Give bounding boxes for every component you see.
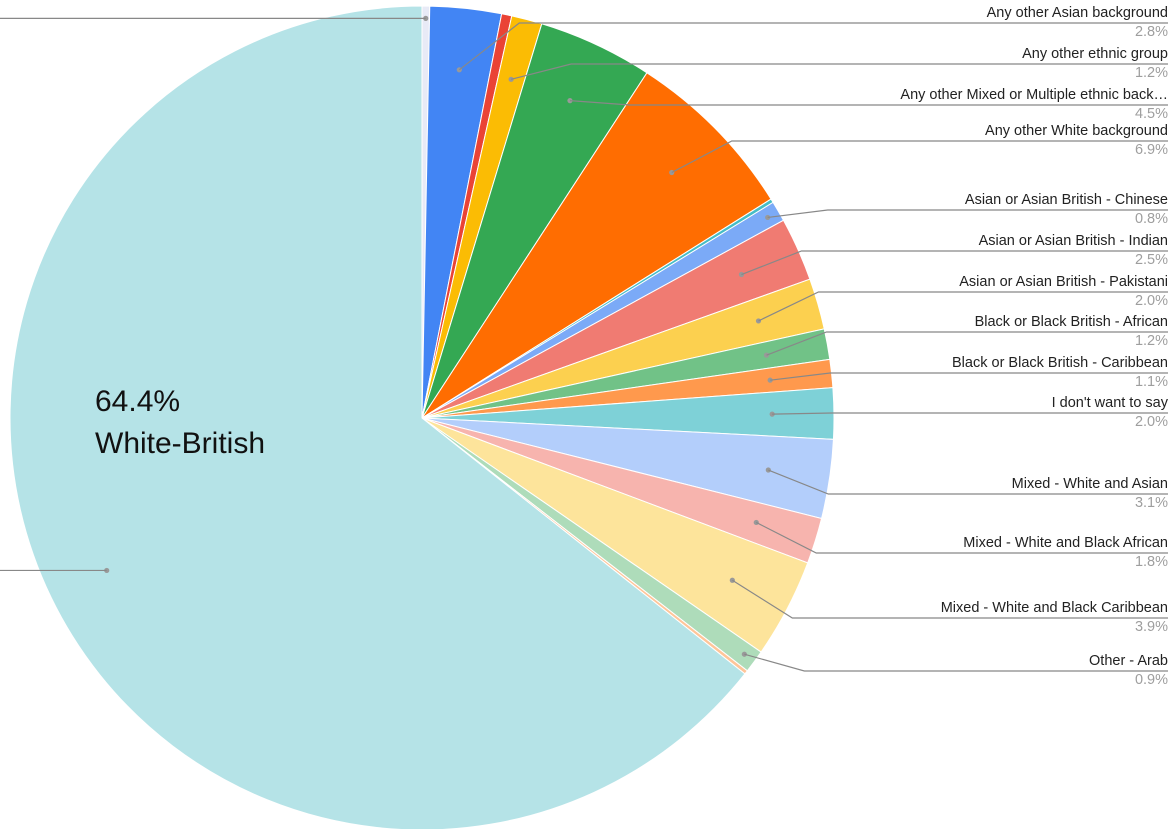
slice-label-black-or-black-british-african: Black or Black British - African bbox=[975, 314, 1168, 330]
slice-label-black-or-black-british-caribbean: Black or Black British - Caribbean bbox=[952, 355, 1168, 371]
leader-line-mixed-white-and-asian bbox=[768, 469, 1168, 495]
slice-label-mixed-white-and-asian: Mixed - White and Asian bbox=[1012, 476, 1168, 492]
slice-label-asian-or-asian-british-chinese: Asian or Asian British - Chinese bbox=[965, 192, 1168, 208]
leader-line-mixed-white-and-black-african bbox=[755, 521, 1168, 554]
slice-label-any-other-asian-background: Any other Asian background bbox=[987, 5, 1168, 21]
pie-slices bbox=[9, 5, 835, 829]
leader-line-asian-or-asian-british-indian bbox=[741, 250, 1168, 276]
highlight-percent-label: 64.4% bbox=[95, 385, 180, 418]
leader-line-any-other-mixed-or-multiple-ethnic-back bbox=[569, 100, 1168, 106]
slice-percent-asian-or-asian-british-indian: 2.5% bbox=[1135, 252, 1168, 268]
slice-percent-any-other-mixed-or-multiple-ethnic-back: 4.5% bbox=[1135, 106, 1168, 122]
slice-percent-black-or-black-british-caribbean: 1.1% bbox=[1135, 374, 1168, 390]
leader-line-other-arab bbox=[744, 653, 1168, 672]
slice-percent-any-other-white-background: 6.9% bbox=[1135, 142, 1168, 158]
leader-line-any-other-white-background bbox=[671, 140, 1168, 174]
slice-percent-i-don-t-want-to-say: 2.0% bbox=[1135, 414, 1168, 430]
slice-percent-black-or-black-british-african: 1.2% bbox=[1135, 333, 1168, 349]
slice-percent-other-arab: 0.9% bbox=[1135, 672, 1168, 688]
leader-line-black-or-black-british-caribbean bbox=[770, 372, 1168, 381]
slice-percent-asian-or-asian-british-pakistani: 2.0% bbox=[1135, 293, 1168, 309]
slice-percent-mixed-white-and-black-african: 1.8% bbox=[1135, 554, 1168, 570]
slice-label-any-other-ethnic-group: Any other ethnic group bbox=[1022, 46, 1168, 62]
slice-label-mixed-white-and-black-african: Mixed - White and Black African bbox=[963, 535, 1168, 551]
slice-label-mixed-white-and-black-caribbean: Mixed - White and Black Caribbean bbox=[941, 600, 1168, 616]
leader-line-i-don-t-want-to-say bbox=[772, 412, 1168, 415]
slice-percent-any-other-asian-background: 2.8% bbox=[1135, 24, 1168, 40]
slice-label-any-other-mixed-or-multiple-ethnic-back: Any other Mixed or Multiple ethnic back… bbox=[900, 87, 1168, 103]
slice-label-other-arab: Other - Arab bbox=[1089, 653, 1168, 669]
leader-line-asian-or-asian-british-pakistani bbox=[758, 291, 1168, 322]
leader-lines bbox=[0, 15, 1168, 672]
slice-label-asian-or-asian-british-indian: Asian or Asian British - Indian bbox=[979, 233, 1168, 249]
slice-labels: Any other Asian background 2.8% Any other … bbox=[900, 5, 1168, 688]
slice-label-asian-or-asian-british-pakistani: Asian or Asian British - Pakistani bbox=[959, 274, 1168, 290]
slice-label-any-other-white-background: Any other White background bbox=[985, 123, 1168, 139]
slice-percent-asian-or-asian-british-chinese: 0.8% bbox=[1135, 211, 1168, 227]
slice-label-i-don-t-want-to-say: I don't want to say bbox=[1052, 395, 1169, 411]
leader-line-any-other-ethnic-group bbox=[510, 63, 1168, 80]
slice-percent-mixed-white-and-asian: 3.1% bbox=[1135, 495, 1168, 511]
leader-line-asian-or-asian-british-chinese bbox=[767, 209, 1168, 219]
slice-percent-mixed-white-and-black-caribbean: 3.9% bbox=[1135, 619, 1168, 635]
pie-slice-18 bbox=[9, 5, 746, 829]
leader-line-any-other-asian-background bbox=[458, 22, 1168, 71]
pie-slice-any-other-white-background bbox=[421, 72, 772, 419]
slice-percent-any-other-ethnic-group: 1.2% bbox=[1135, 65, 1168, 81]
leader-line-mixed-white-and-black-caribbean bbox=[732, 579, 1168, 619]
leader-line-black-or-black-british-african bbox=[766, 331, 1168, 356]
highlight-name-label: White-British bbox=[95, 427, 265, 460]
